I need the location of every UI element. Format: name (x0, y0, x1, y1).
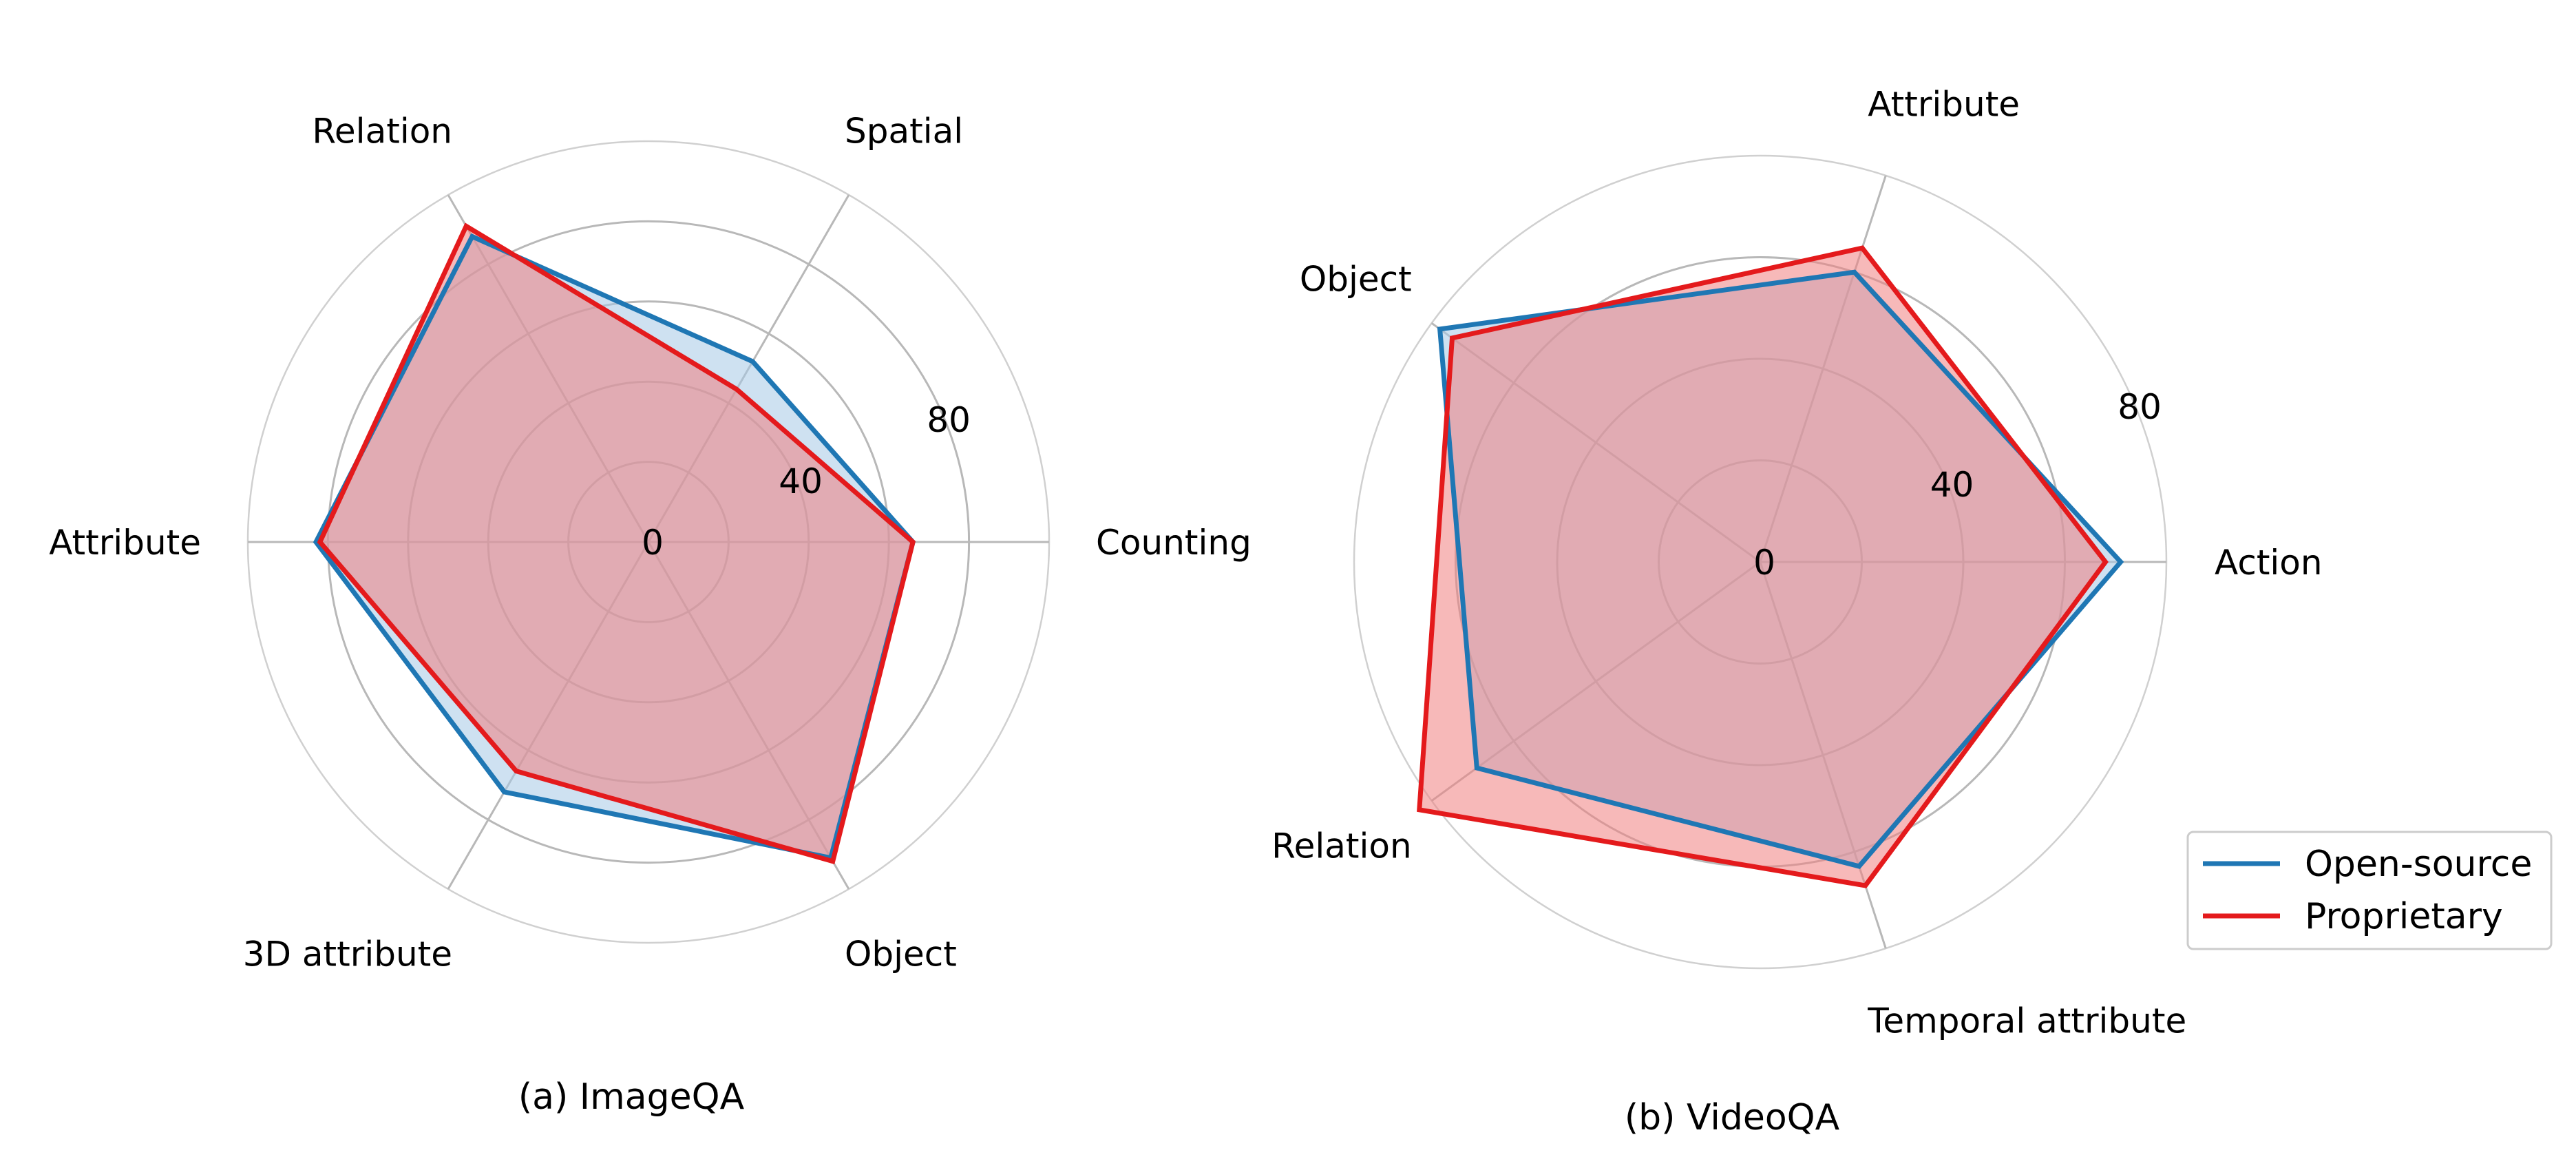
radial-tick-label: 40 (779, 461, 823, 501)
series-fill-proprietary (319, 226, 914, 862)
category-label-3d-attribute: 3D attribute (243, 935, 452, 974)
series-line-open-source (313, 233, 916, 861)
videoqa-caption: (b) VideoQA (1625, 1097, 1840, 1138)
legend-open-source-label: Open-source (2305, 844, 2532, 885)
category-label-counting: Counting (1096, 523, 1252, 563)
series-line-open-source (1437, 269, 2124, 869)
category-label-relation: Relation (1271, 826, 1412, 866)
category-label-spatial: Spatial (845, 111, 963, 151)
category-label-relation: Relation (312, 111, 452, 151)
category-label-attribute: Attribute (49, 523, 201, 563)
series-fill-proprietary (1419, 248, 2106, 886)
videoqa-radar-chart: 0 40 80 Action Attribute Object Relation Tempor… (1271, 84, 2322, 1041)
radial-tick-label: 0 (1753, 543, 1775, 583)
radial-tick-label: 40 (1930, 465, 1974, 505)
legend: Open-source Proprietary (2186, 831, 2553, 950)
category-label-attribute: Attribute (1868, 84, 2020, 124)
imageqa-radar-chart: 0 40 80 Counting Spatial Relation Attribute 3D … (49, 111, 1252, 974)
radial-tick-label: 80 (927, 400, 971, 440)
category-label-object: Object (1300, 260, 1412, 300)
legend-proprietary-label: Proprietary (2305, 896, 2503, 937)
radial-tick-label: 0 (642, 523, 664, 563)
category-label-object: Object (845, 935, 957, 974)
category-label-temporal-attribute: Temporal attribute (1867, 1001, 2186, 1041)
category-label-action: Action (2215, 543, 2323, 583)
imageqa-caption: (a) ImageQA (518, 1076, 745, 1118)
radial-tick-label: 80 (2118, 387, 2162, 427)
series-line-proprietary (317, 222, 916, 865)
series-line-proprietary (1417, 245, 2109, 888)
